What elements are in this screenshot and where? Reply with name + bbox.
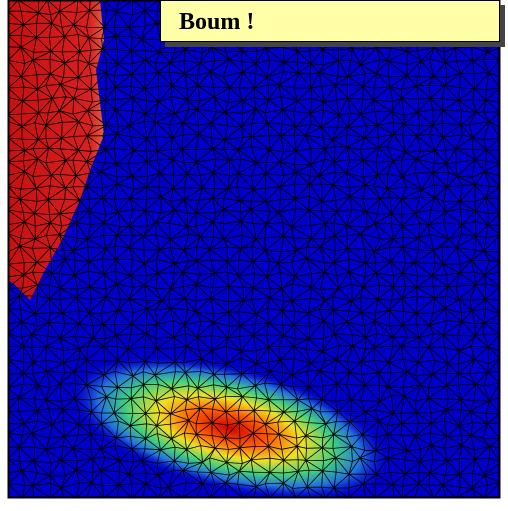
label-box: Boum ! xyxy=(160,0,500,42)
page: {"label": "Boum !"} Boum ! (() => { cons… xyxy=(0,0,508,511)
simulation-view xyxy=(0,0,508,511)
label: Boum ! xyxy=(179,9,254,35)
